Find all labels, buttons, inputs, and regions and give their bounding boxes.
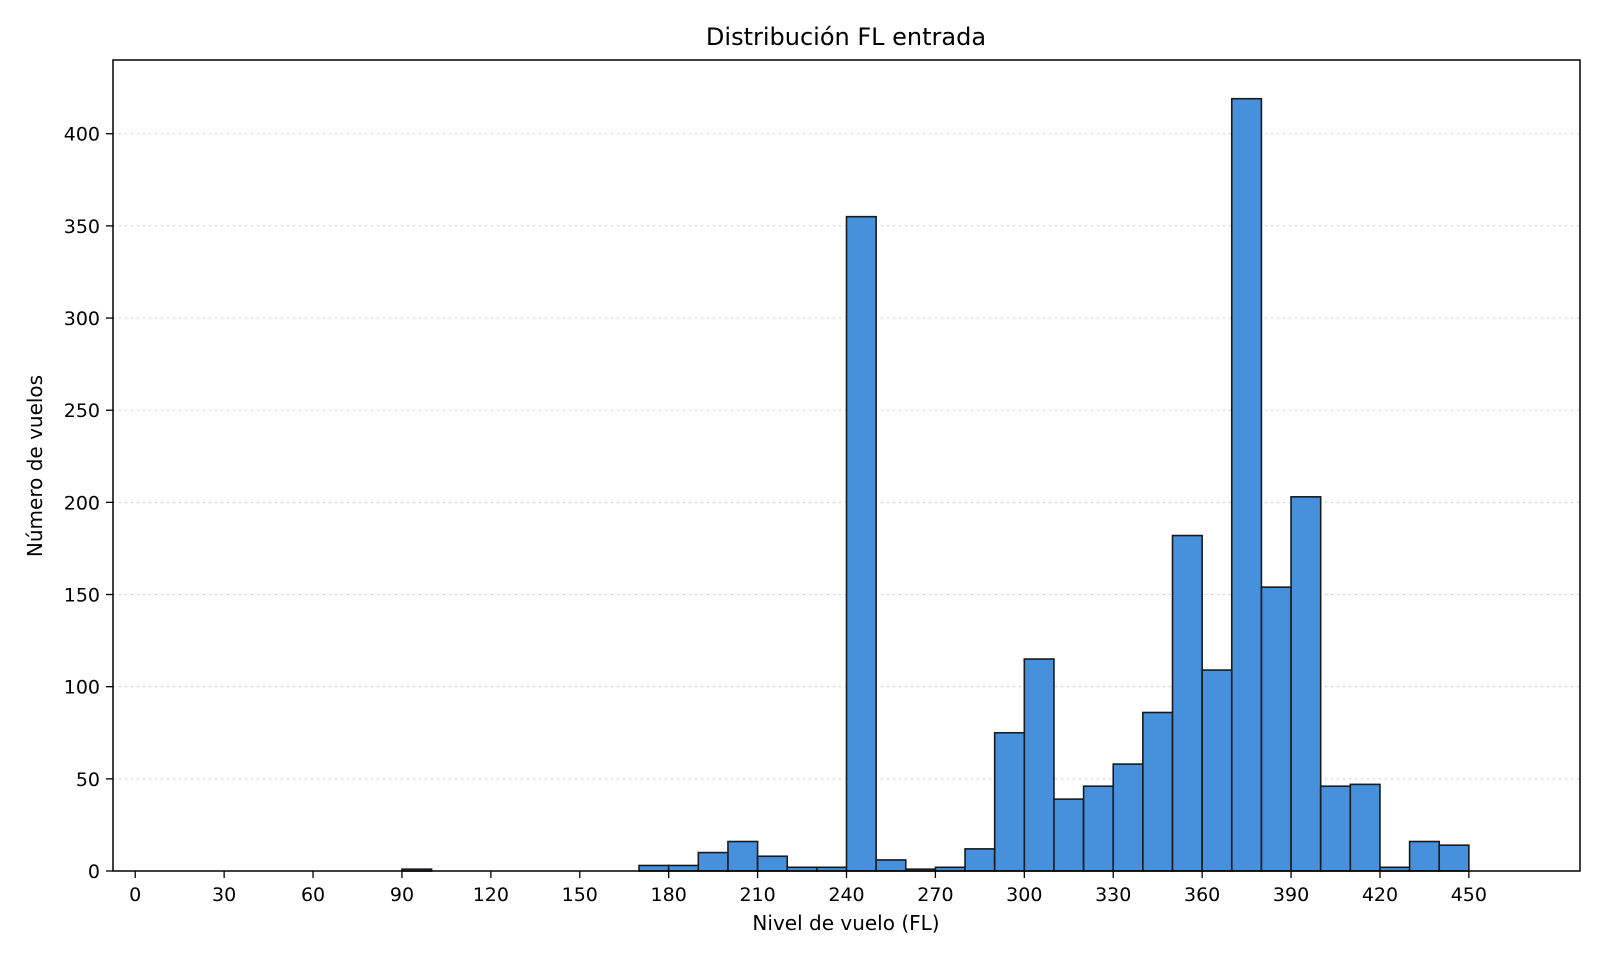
x-axis-label: Nivel de vuelo (FL) bbox=[752, 911, 939, 935]
x-tick-label: 390 bbox=[1273, 884, 1309, 906]
histogram-bar bbox=[756, 855, 789, 872]
x-tick-label: 240 bbox=[828, 884, 864, 906]
histogram-bar bbox=[697, 851, 729, 872]
histogram-bar bbox=[1230, 97, 1263, 872]
histogram-bar bbox=[1201, 669, 1233, 872]
histogram-bar bbox=[638, 864, 670, 872]
y-axis-label: Número de vuelos bbox=[23, 375, 47, 557]
x-tick-label: 450 bbox=[1451, 884, 1487, 906]
histogram-bar bbox=[667, 864, 700, 872]
y-tick-label: 150 bbox=[64, 585, 100, 607]
x-tick-label: 300 bbox=[1006, 884, 1042, 906]
histogram-bar bbox=[1438, 844, 1470, 872]
histogram-bar bbox=[1290, 496, 1322, 872]
histogram-bar bbox=[1112, 763, 1144, 872]
histogram-bar bbox=[875, 859, 907, 872]
histogram-bar bbox=[1082, 785, 1115, 872]
x-tick-label: 420 bbox=[1362, 884, 1398, 906]
x-axis-ticks: 0 30 60 90 120 150 180 210 240 270 300 330 360 390 420… bbox=[129, 871, 1487, 906]
histogram-bar bbox=[1319, 785, 1352, 872]
x-tick-label: 0 bbox=[129, 884, 141, 906]
x-tick-label: 180 bbox=[651, 884, 687, 906]
histogram-bars bbox=[401, 97, 1470, 872]
histogram-bar bbox=[1408, 840, 1441, 872]
x-tick-label: 210 bbox=[739, 884, 775, 906]
y-tick-label: 200 bbox=[64, 492, 100, 514]
x-tick-label: 30 bbox=[212, 884, 236, 906]
histogram-bar bbox=[1171, 534, 1203, 872]
y-axis-ticks: 0 50 100 150 200 250 300 350 400 bbox=[64, 124, 113, 883]
histogram-bar bbox=[1142, 711, 1174, 872]
y-tick-label: 300 bbox=[64, 308, 100, 330]
x-tick-label: 150 bbox=[562, 884, 598, 906]
histogram-bar bbox=[964, 848, 996, 872]
x-tick-label: 330 bbox=[1095, 884, 1131, 906]
x-tick-label: 90 bbox=[390, 884, 414, 906]
histogram-bar bbox=[1053, 798, 1085, 872]
histogram-bar bbox=[727, 840, 759, 872]
x-tick-label: 270 bbox=[917, 884, 953, 906]
x-tick-label: 60 bbox=[301, 884, 325, 906]
chart-title: Distribución FL entrada bbox=[706, 23, 986, 51]
histogram-bar bbox=[1349, 783, 1381, 872]
histogram-bar bbox=[993, 731, 1026, 872]
histogram-bar bbox=[1023, 658, 1055, 872]
y-tick-label: 250 bbox=[64, 400, 100, 422]
x-tick-label: 360 bbox=[1184, 884, 1220, 906]
plot-frame bbox=[112, 59, 1581, 872]
y-tick-label: 350 bbox=[64, 216, 100, 238]
histogram-bar bbox=[845, 215, 877, 872]
x-tick-label: 120 bbox=[473, 884, 509, 906]
histogram-bar bbox=[1260, 586, 1292, 872]
y-tick-label: 50 bbox=[76, 769, 100, 791]
y-tick-label: 100 bbox=[64, 677, 100, 699]
y-tick-label: 0 bbox=[88, 861, 100, 883]
y-tick-label: 400 bbox=[64, 124, 100, 146]
